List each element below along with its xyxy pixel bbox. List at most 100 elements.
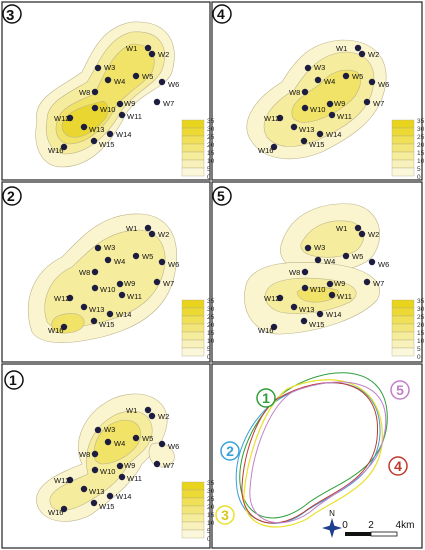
well-marker	[153, 460, 161, 468]
legend-tick-label: 25	[417, 314, 425, 321]
well-marker	[363, 98, 371, 106]
well-marker	[326, 280, 334, 288]
well-marker	[358, 230, 366, 238]
well-marker	[104, 256, 112, 264]
legend-tick-label: 10	[417, 158, 425, 165]
well-marker	[358, 50, 366, 58]
well-marker	[118, 473, 126, 481]
well-marker	[148, 412, 156, 420]
legend-tick-label: 10	[417, 338, 425, 345]
well-label: W13	[89, 125, 104, 134]
legend-tick-label: 15	[417, 150, 425, 157]
well-label: W2	[158, 230, 169, 239]
well-label: W11	[337, 112, 352, 121]
well-label: W4	[114, 439, 125, 448]
well-label: W14	[116, 310, 131, 319]
legend-swatch	[391, 347, 415, 357]
legend-tick-label: 5	[207, 346, 211, 353]
panel-1-frame	[1, 363, 211, 549]
well-marker	[90, 317, 98, 325]
well-marker	[144, 406, 152, 414]
well-marker	[91, 104, 99, 112]
well-marker	[158, 78, 166, 86]
well-marker	[116, 100, 124, 108]
well-marker	[354, 224, 362, 232]
legend-tick-label: 0	[207, 174, 211, 181]
well-label: W5	[142, 434, 153, 443]
legend-tick-label: 35	[417, 298, 425, 305]
well-label: W12	[264, 114, 279, 123]
outline-label-3: 3	[215, 505, 235, 525]
well-marker	[290, 303, 298, 311]
north-label: N	[329, 509, 335, 518]
well-marker	[301, 88, 309, 96]
well-label: W10	[100, 467, 115, 476]
legend-swatch	[391, 167, 415, 177]
legend-swatch	[181, 315, 205, 325]
well-marker	[328, 111, 336, 119]
well-marker	[326, 100, 334, 108]
north-arrow: N	[322, 509, 342, 538]
well-label: W2	[368, 230, 379, 239]
wells-layer: W1W2W3W4W5W6W7W8W9W10W11W12W13W14W15W16W…	[48, 44, 389, 517]
legend-tick-label: 25	[207, 496, 215, 503]
outline-3	[243, 379, 383, 528]
legend-swatch	[391, 339, 415, 349]
legend-swatch	[181, 143, 205, 153]
well-label: W3	[104, 63, 115, 72]
legend-tick-label: 5	[417, 346, 421, 353]
well-marker	[148, 50, 156, 58]
well-label: W2	[158, 412, 169, 421]
well-marker	[270, 143, 278, 151]
well-label: W14	[326, 310, 341, 319]
well-label: W4	[114, 257, 125, 266]
legend-swatch	[181, 347, 205, 357]
panel-4-frame	[211, 1, 423, 181]
legend-swatch	[181, 135, 205, 145]
legend-tick-label: 15	[417, 330, 425, 337]
well-marker	[60, 505, 68, 513]
legend-tick-label: 15	[207, 512, 215, 519]
well-marker	[304, 244, 312, 252]
well-label: W13	[89, 305, 104, 314]
legend-tick-label: 0	[207, 354, 211, 361]
well-label: W5	[142, 252, 153, 261]
outline-5	[249, 381, 387, 524]
well-marker	[153, 278, 161, 286]
well-label: W7	[163, 99, 174, 108]
legend-swatch	[181, 505, 205, 515]
well-marker	[132, 72, 140, 80]
well-marker	[60, 143, 68, 151]
scale-label-2: 2	[368, 520, 374, 531]
well-marker	[158, 258, 166, 266]
well-marker	[118, 111, 126, 119]
well-label: W10	[100, 285, 115, 294]
well-marker	[66, 294, 74, 302]
well-marker	[66, 114, 74, 122]
well-marker	[153, 98, 161, 106]
well-marker	[270, 323, 278, 331]
well-label: W2	[368, 50, 379, 59]
legend-tick-label: 10	[207, 520, 215, 527]
well-marker	[118, 291, 126, 299]
svg-text:5: 5	[396, 382, 404, 398]
legend-tick-label: 20	[417, 322, 425, 329]
well-marker	[91, 88, 99, 96]
well-marker	[144, 44, 152, 52]
legend-swatch	[181, 307, 205, 317]
legend-tick-label: 30	[207, 488, 215, 495]
legend-swatch	[391, 119, 415, 129]
well-label: W16	[48, 508, 63, 517]
legend-swatch	[181, 331, 205, 341]
well-marker	[132, 434, 140, 442]
well-marker	[314, 76, 322, 84]
legend-swatch	[391, 299, 415, 309]
legend-tick-label: 35	[417, 118, 425, 125]
well-label: W2	[158, 50, 169, 59]
legend-tick-label: 30	[417, 126, 425, 133]
legend-tick-label: 30	[207, 126, 215, 133]
legend-swatch	[391, 331, 415, 341]
legend-swatch	[391, 151, 415, 161]
panel-3-number: 3	[6, 7, 14, 24]
outline-label-4: 4	[388, 456, 408, 476]
